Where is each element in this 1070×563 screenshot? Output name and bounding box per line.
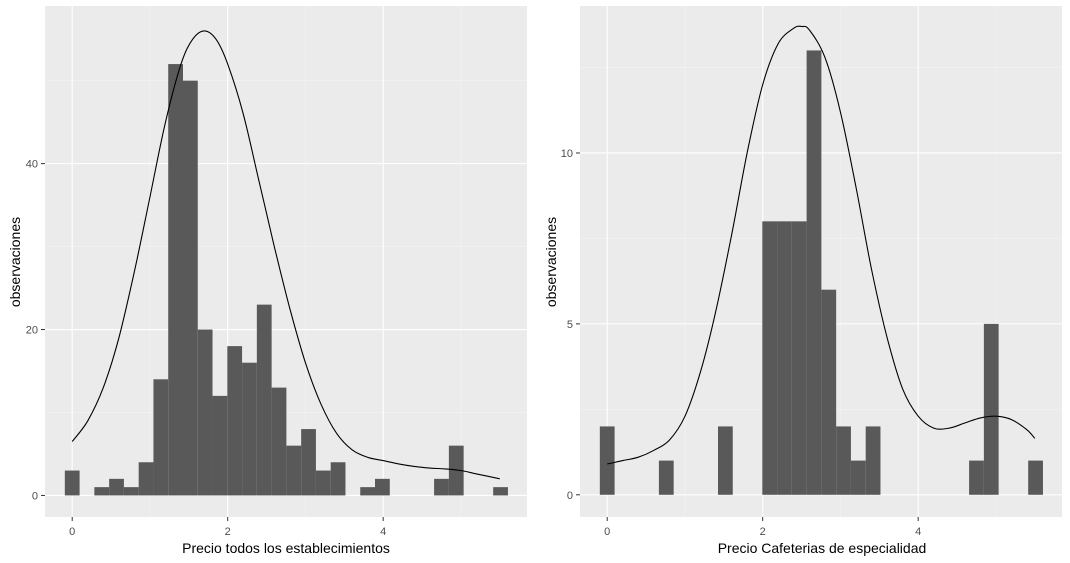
left-histogram-bar [138,462,154,496]
left-histogram-bar [493,487,508,496]
right-histogram-bar [658,460,674,495]
left-histogram-bar [168,64,183,496]
right-histogram-bar [836,426,851,495]
left-y-tick-label: 40 [26,159,38,171]
panel-right: 0 2 4 0 5 10 Precio Cafeterias de especialida… [543,6,1062,556]
right-histogram-bar [762,221,778,495]
panel-right-density-curve [607,25,1036,465]
right-x-tick-label: 2 [760,526,766,538]
left-x-tick-label: 2 [225,526,231,538]
panel-right-x-axis-title: Precio Cafeterias de especialidad [718,540,927,556]
left-histogram-bar [286,445,302,496]
left-y-tick-label: 0 [32,490,38,502]
right-x-tick-label: 4 [915,526,921,538]
left-histogram-bar [242,362,257,496]
left-histogram-bar [360,487,376,496]
left-histogram-bar [271,387,287,496]
right-histogram-bar [1028,460,1043,495]
left-histogram-bar [182,80,198,496]
panel-left-x-axis-title: Precio todos los establecimientos [182,540,390,556]
left-histogram-bar [375,478,390,496]
left-histogram-bar [64,470,80,496]
left-histogram-bar [315,470,331,496]
left-histogram-bar [434,478,449,496]
left-y-tick-label: 20 [26,325,38,337]
right-y-tick-label: 5 [567,319,573,331]
panel-left-density-curve [71,30,500,480]
left-histogram-bar [109,478,124,496]
left-histogram-bar [123,487,139,496]
right-histogram-bar [821,289,837,495]
right-histogram-bar [983,323,999,495]
left-histogram-bar [212,395,228,496]
panel-right-ticks: 0 2 4 0 5 10 [561,148,921,538]
left-histogram-bar [153,379,169,496]
right-histogram-bar [969,460,984,495]
panel-right-bars [599,50,1043,495]
left-histogram-bar [448,445,464,496]
right-histogram-bar [850,460,866,495]
right-histogram-bar [717,426,733,495]
left-histogram-bar [227,346,243,496]
right-histogram-bar [865,426,881,495]
panel-left-bars [64,64,508,496]
right-histogram-bar [806,50,822,495]
right-x-tick-label: 0 [604,526,610,538]
left-histogram-bar [256,304,272,496]
right-histogram-bar [599,426,615,495]
left-histogram-bar [301,429,316,496]
right-y-tick-label: 0 [567,490,573,502]
left-x-tick-label: 4 [380,526,386,538]
panel-left-y-axis-title: observaciones [7,217,23,307]
right-histogram-bar [777,221,792,495]
right-histogram-bar [791,221,807,495]
left-histogram-bar [94,487,110,496]
right-y-tick-label: 10 [561,148,573,160]
panel-right-y-axis-title: observaciones [543,217,559,307]
left-histogram-bar [197,329,213,496]
left-x-tick-label: 0 [69,526,75,538]
left-histogram-bar [330,462,346,496]
